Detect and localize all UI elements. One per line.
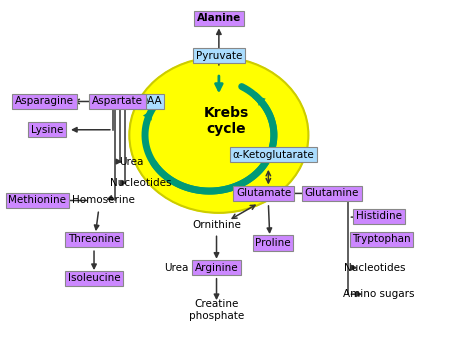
Text: Methionine: Methionine [9,196,66,206]
Text: Pyruvate: Pyruvate [196,50,242,60]
Text: Glutamine: Glutamine [305,189,359,198]
Text: OAA: OAA [139,97,162,106]
Text: Urea: Urea [119,157,144,166]
Text: Glutamate: Glutamate [236,189,291,198]
Text: Alanine: Alanine [197,13,241,23]
Text: Aspartate: Aspartate [92,97,143,106]
Ellipse shape [129,57,309,213]
Text: Amino sugars: Amino sugars [343,289,415,299]
Text: Urea: Urea [164,263,189,273]
Text: Isoleucine: Isoleucine [68,273,120,283]
Text: Tryptophan: Tryptophan [352,234,411,244]
Text: Asparagine: Asparagine [15,97,74,106]
Text: Proline: Proline [255,238,291,248]
Text: Homoserine: Homoserine [72,196,135,206]
Text: Ornithine: Ornithine [192,220,241,230]
Text: α-Ketoglutarate: α-Ketoglutarate [232,149,314,159]
Text: Krebs
cycle: Krebs cycle [203,106,248,136]
Text: Nucleotides: Nucleotides [110,178,172,188]
Text: Lysine: Lysine [31,125,63,135]
Text: Creatine
phosphate: Creatine phosphate [189,299,244,321]
Text: Nucleotides: Nucleotides [344,263,405,273]
Text: Threonine: Threonine [68,234,120,244]
Text: Histidine: Histidine [356,211,402,222]
Text: Arginine: Arginine [195,263,238,273]
